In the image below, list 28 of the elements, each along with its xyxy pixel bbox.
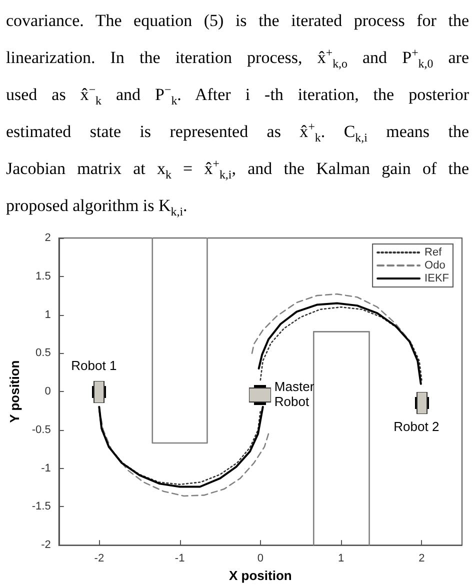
y-axis-title: Y position (7, 360, 22, 423)
y-tick-label: 0 (44, 386, 51, 398)
text: covariance. The equation (5) is the iterated process for the (6, 10, 469, 32)
y-tick-label: -1 (41, 462, 51, 474)
y-tick-label: -0.5 (32, 424, 51, 436)
x-tick-label: 0 (257, 552, 264, 565)
x-axis-title: X position (229, 568, 292, 583)
x-tick-label: -2 (94, 552, 104, 565)
text: estimated state is represented as x̂$^{+}$$_{k}$. C$_{k,i}$ means the (6, 119, 470, 144)
y-tick-label: 1 (44, 308, 51, 321)
x-tick-label: -1 (174, 552, 185, 565)
text: proposed algorithm is K$_{k,i}$. (6, 195, 188, 220)
legend-label: IEKF (424, 272, 450, 284)
annotation: Robot 2 (394, 419, 440, 434)
text: Jacobian matrix at x$_{k}$ = x̂$^{+}$$_{k,i}$, and the Kalman gain of the (6, 155, 470, 184)
text: linearization. In the iteration process, x̂$^{+}$$_{k,o}$ and P$^{+}$$_{k,0}$ are (6, 45, 469, 70)
x-tick-label: 2 (418, 552, 425, 565)
y-tick-label: 2 (44, 232, 51, 244)
y-tick-label: -2 (41, 539, 51, 552)
legend-label: Ref (424, 246, 443, 258)
annotation: Robot 1 (71, 358, 117, 373)
y-tick-label: 1.5 (36, 270, 51, 282)
y-tick-label: -1.5 (32, 500, 51, 513)
legend-label: Odo (424, 260, 446, 272)
x-tick-label: 1 (338, 552, 344, 565)
text: used as x̂$^{−}$$_{k}$ and P$^{−}$$_{k}$. After i -th iteration, the posterior (6, 82, 469, 108)
annotation: Master Robot (274, 379, 316, 410)
y-tick-label: 0.5 (36, 347, 51, 360)
